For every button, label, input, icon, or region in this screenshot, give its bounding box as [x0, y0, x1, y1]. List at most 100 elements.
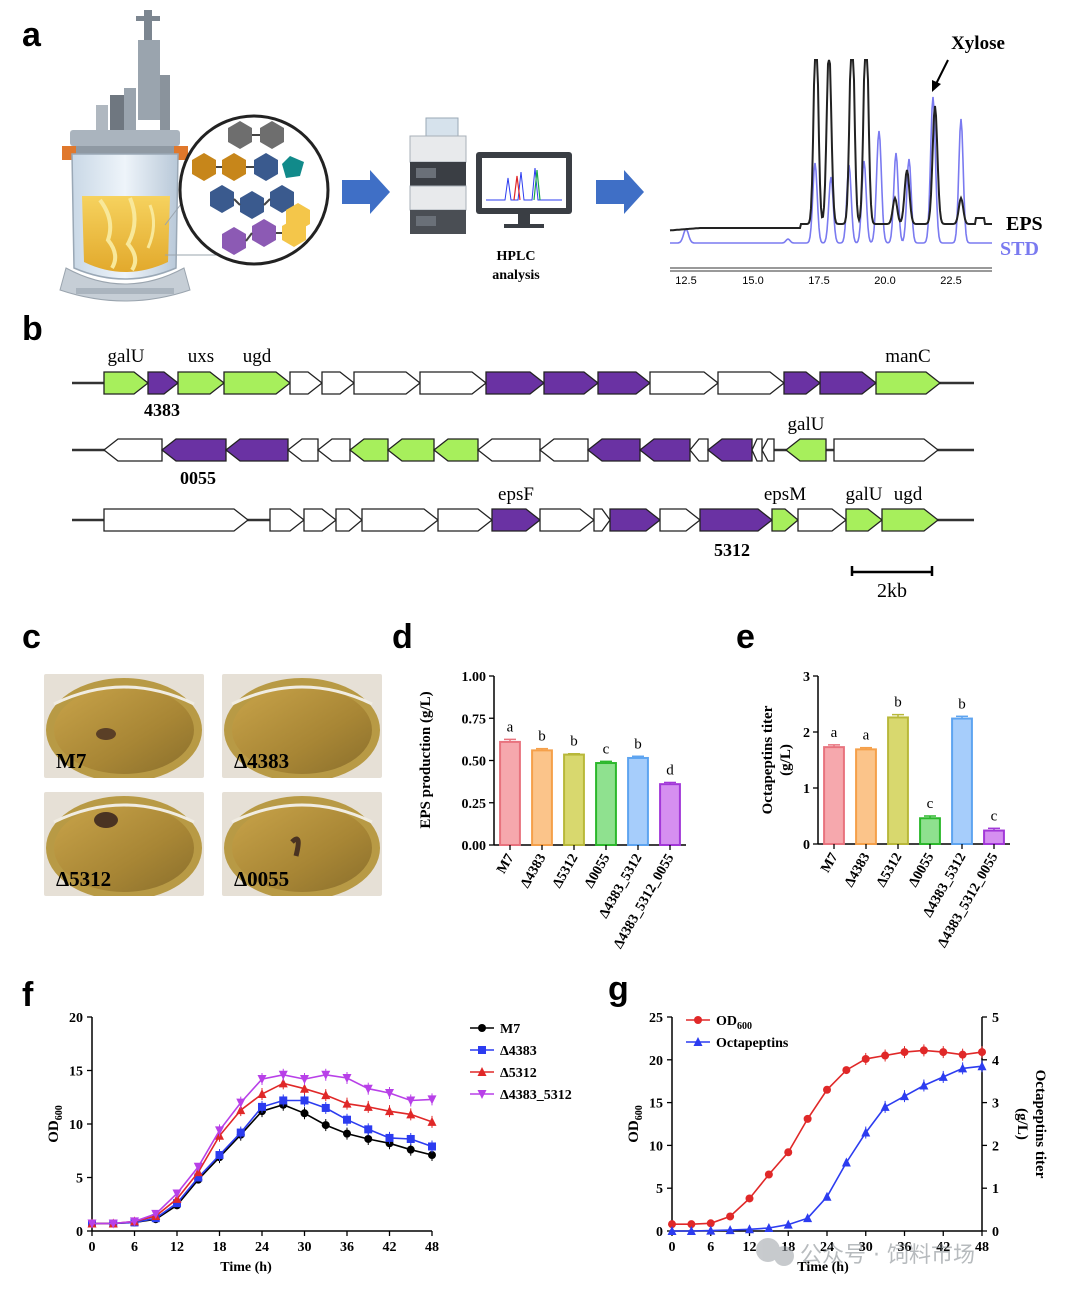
data-point: [706, 1219, 715, 1228]
data-point: [861, 1127, 871, 1137]
gene-label-galU-2: galU: [788, 414, 825, 435]
data-point: [406, 1109, 416, 1119]
bar: [563, 753, 585, 847]
gene-arrow: [649, 371, 720, 395]
y-axis-label-left: OD600: [626, 1105, 645, 1143]
significance-letter: c: [603, 741, 610, 757]
data-point: [478, 1024, 486, 1032]
label-subscript: 600: [737, 1021, 752, 1032]
x-axis-label: Time (h): [797, 1260, 849, 1275]
gene-arrow: [659, 508, 702, 532]
culture-photo-image: [222, 792, 382, 896]
data-point: [300, 1096, 309, 1105]
y-tick-label: 1.00: [462, 670, 487, 685]
y-tick-label-right: 3: [992, 1097, 999, 1112]
data-point: [321, 1090, 331, 1100]
data-point: [215, 1126, 224, 1136]
data-point: [194, 1173, 203, 1182]
y-tick-label-right: 4: [992, 1054, 999, 1069]
data-point: [321, 1103, 330, 1112]
scale-bar-label: 2kb: [877, 580, 907, 602]
y-tick-label: 15: [69, 1065, 83, 1080]
data-point: [745, 1194, 754, 1203]
significance-letter: a: [863, 728, 870, 744]
significance-letter: a: [507, 719, 514, 735]
data-point: [300, 1075, 309, 1085]
culture-photo-M7: M7: [44, 674, 204, 778]
x-tick-label: 12: [170, 1240, 184, 1255]
photo-label: M7: [56, 749, 87, 773]
chromatogram-tick: 12.5: [675, 275, 696, 287]
gene-arrow: [699, 508, 774, 532]
data-point: [385, 1133, 394, 1142]
gene-arrow: [316, 438, 351, 462]
data-point: [87, 1219, 97, 1229]
gene-arrow: [476, 438, 541, 462]
gene-label-epsM: epsM: [764, 484, 806, 505]
y-tick-label: 5: [656, 1182, 663, 1197]
data-point: [694, 1016, 702, 1024]
culture-photo-image: [44, 792, 204, 896]
data-point: [919, 1046, 928, 1055]
x-tick-label: M7: [818, 851, 841, 876]
y-axis-label: EPS production (g/L): [418, 691, 434, 828]
data-point: [321, 1121, 330, 1130]
x-tick-label: 0: [669, 1240, 676, 1255]
chromatogram-tick: 17.5: [808, 275, 829, 287]
eps-trace: [669, 59, 992, 232]
gene-arrow: [597, 371, 652, 395]
chromatogram-tick: 20.0: [874, 275, 895, 287]
bar: [887, 716, 909, 845]
panel-label-f: f: [22, 976, 34, 1014]
panel-label-c: c: [22, 618, 41, 656]
bioreactor-illustration: [59, 10, 191, 302]
data-point: [764, 1170, 773, 1179]
y-tick-label: 0.50: [462, 755, 487, 770]
chart-g-od-and-titer: 05101520250123450612182430364248Time (h)…: [626, 1011, 1048, 1275]
y-tick-label: 20: [69, 1011, 83, 1026]
y-tick-label: 0: [803, 838, 810, 853]
y-axis-label: OD600: [46, 1105, 65, 1143]
y-tick-label: 15: [649, 1097, 663, 1112]
culture-photo-d4383: Δ4383: [222, 674, 382, 778]
data-point: [215, 1151, 224, 1160]
gene-arrow: [437, 508, 494, 532]
data-point: [667, 1226, 677, 1235]
flow-arrow-1: [342, 170, 390, 214]
data-point: [841, 1157, 851, 1167]
gene-arrow: [147, 371, 180, 395]
bar: [823, 746, 845, 845]
data-point: [342, 1098, 352, 1108]
data-point: [706, 1225, 716, 1235]
significance-letter: c: [991, 808, 998, 824]
data-point: [861, 1054, 870, 1063]
x-axis-label: Time (h): [220, 1260, 272, 1275]
legend-label: Octapeptins: [716, 1036, 789, 1051]
data-point: [977, 1061, 987, 1071]
bar: [627, 756, 649, 847]
gene-arrow: [303, 508, 338, 532]
x-tick-label: 48: [975, 1240, 989, 1255]
x-tick-label: 6: [131, 1240, 138, 1255]
gene-arrow: [706, 438, 753, 462]
data-point: [725, 1225, 735, 1235]
culture-photo-image: [222, 674, 382, 778]
culture-photo-d0055: Δ0055: [222, 792, 382, 896]
gene-arrow: [269, 508, 306, 532]
y-tick-label: 0.00: [462, 839, 487, 854]
x-tick-label: 12: [743, 1240, 757, 1255]
data-point: [938, 1071, 948, 1081]
chart-d-eps-production: 0.00 0.25 0.50 0.75 1.00 a M7 b Δ4383 b Δ5312 c Δ005…: [418, 670, 686, 951]
panel-label-b: b: [22, 310, 43, 348]
gene-label-manC: manC: [885, 346, 930, 367]
data-point: [687, 1220, 696, 1229]
x-tick-label: Δ4383_5312_0055: [611, 852, 677, 952]
data-point: [478, 1046, 486, 1054]
flow-arrow-2: [596, 170, 644, 214]
gene-label-ugd: ugd: [243, 346, 272, 367]
xylose-label: Xylose: [951, 33, 1005, 54]
gene-arrow: [845, 508, 884, 532]
polysaccharide-zoom-circle: [178, 114, 330, 266]
chart-e-octapeptins-titer: 0123aM7aΔ4383bΔ5312cΔ0055bΔ4383_5312cΔ43…: [760, 670, 1010, 950]
